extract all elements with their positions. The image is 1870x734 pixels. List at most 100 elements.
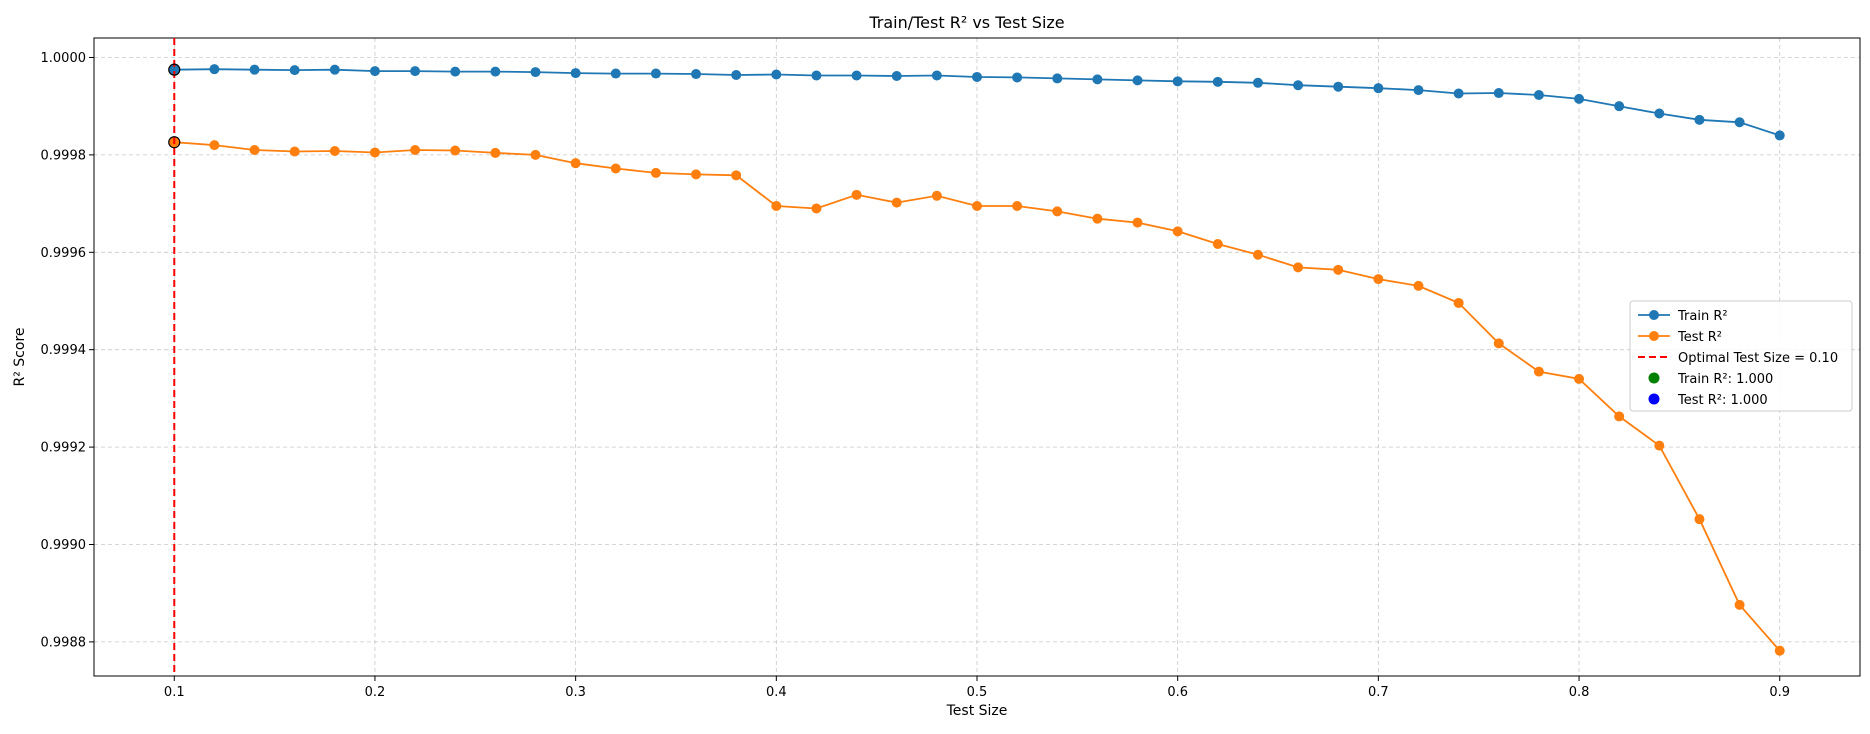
test-point <box>1252 249 1263 260</box>
y-tick-label: 0.9992 <box>41 441 87 456</box>
test-point <box>570 158 581 169</box>
test-point <box>811 203 822 214</box>
train-point <box>1654 108 1665 119</box>
test-point <box>891 197 902 208</box>
x-tick-label: 0.1 <box>164 685 185 700</box>
test-point <box>1614 411 1625 422</box>
train-point <box>329 64 340 75</box>
test-point <box>731 170 742 181</box>
train-point <box>249 64 260 75</box>
test-point <box>1092 213 1103 224</box>
test-point <box>691 169 702 180</box>
train-point <box>972 71 982 82</box>
test-point <box>1293 262 1304 273</box>
train-point <box>1774 130 1785 141</box>
test-point <box>490 147 501 158</box>
train-point <box>1734 117 1745 128</box>
train-point <box>1614 101 1625 112</box>
train-point <box>570 68 581 79</box>
legend-dot <box>1648 372 1660 384</box>
test-point <box>249 145 260 156</box>
test-point <box>1132 217 1143 228</box>
test-highlight-marker <box>168 136 181 149</box>
train-point <box>1052 73 1063 84</box>
test-point <box>329 145 340 156</box>
legend-label: Train R² <box>1677 309 1728 324</box>
y-tick-label: 0.9994 <box>41 343 87 358</box>
y-tick-label: 1.0000 <box>41 51 87 66</box>
legend-dot <box>1648 393 1660 405</box>
x-tick-label: 0.2 <box>365 685 386 700</box>
test-point <box>931 190 942 201</box>
train-point <box>1212 76 1223 87</box>
test-point <box>1172 226 1183 237</box>
test-point <box>1012 201 1023 212</box>
train-point <box>1333 81 1344 92</box>
test-point <box>851 189 862 200</box>
x-axis: 0.1 0.2 0.3 0.4 0.5 0.6 0.7 0.8 0.9 <box>164 676 1790 700</box>
test-point <box>1333 264 1344 275</box>
train-point <box>691 69 702 80</box>
test-point <box>1694 514 1705 525</box>
test-point <box>530 149 541 160</box>
test-point <box>650 167 661 178</box>
test-point <box>1413 280 1424 291</box>
train-point <box>1373 83 1384 94</box>
grid <box>94 38 1860 676</box>
train-point <box>450 66 461 77</box>
train-point <box>1453 88 1464 99</box>
series-layer <box>168 38 1785 676</box>
train-point <box>1172 76 1183 87</box>
legend-label: Train R²: 1.000 <box>1677 372 1773 387</box>
x-tick-label: 0.6 <box>1167 685 1188 700</box>
test-point <box>972 201 982 212</box>
y-axis: 0.9988 0.9990 0.9992 0.9994 0.9996 0.9998 1.00… <box>41 51 94 650</box>
test-point <box>289 146 300 157</box>
legend-marker <box>1649 310 1659 320</box>
train-point <box>650 68 661 79</box>
y-tick-label: 0.9990 <box>41 538 87 553</box>
test-point <box>1574 373 1585 384</box>
train-point <box>1493 88 1504 99</box>
x-tick-label: 0.4 <box>766 685 787 700</box>
test-point <box>771 201 782 212</box>
train-point <box>1132 75 1143 86</box>
train-highlight-marker <box>168 63 181 76</box>
train-point <box>931 70 942 81</box>
train-point <box>1252 77 1263 88</box>
test-point <box>1453 297 1464 308</box>
train-point <box>1413 85 1424 96</box>
train-point <box>1694 114 1705 125</box>
test-point <box>1212 239 1223 250</box>
x-axis-label: Test Size <box>946 703 1008 719</box>
test-point <box>1734 599 1745 610</box>
legend-frame <box>1629 300 1853 412</box>
train-point <box>1533 89 1544 100</box>
test-point <box>450 145 461 156</box>
legend: Train R² Test R² Optimal Test Size = 0.10 T… <box>1629 300 1853 412</box>
test-point <box>410 145 421 156</box>
chart-title: Train/Test R² vs Test Size <box>868 13 1064 32</box>
train-point <box>169 64 180 75</box>
legend-label: Optimal Test Size = 0.10 <box>1678 351 1838 366</box>
test-point <box>1774 645 1785 656</box>
train-point <box>851 70 862 81</box>
legend-label: Test R² <box>1677 330 1722 345</box>
y-axis-label: R² Score <box>12 327 28 386</box>
train-point <box>490 66 501 77</box>
train-point <box>891 70 902 81</box>
x-tick-label: 0.9 <box>1769 685 1790 700</box>
train-point <box>1293 80 1304 91</box>
test-point <box>610 163 621 174</box>
train-point <box>1012 72 1023 83</box>
train-point <box>610 68 621 79</box>
test-point <box>209 140 220 151</box>
train-point <box>289 65 300 76</box>
train-point <box>530 67 541 78</box>
test-point <box>1533 366 1544 377</box>
test-point <box>369 147 380 158</box>
test-point <box>1052 206 1063 217</box>
x-tick-label: 0.3 <box>565 685 586 700</box>
test-point <box>1493 338 1504 349</box>
